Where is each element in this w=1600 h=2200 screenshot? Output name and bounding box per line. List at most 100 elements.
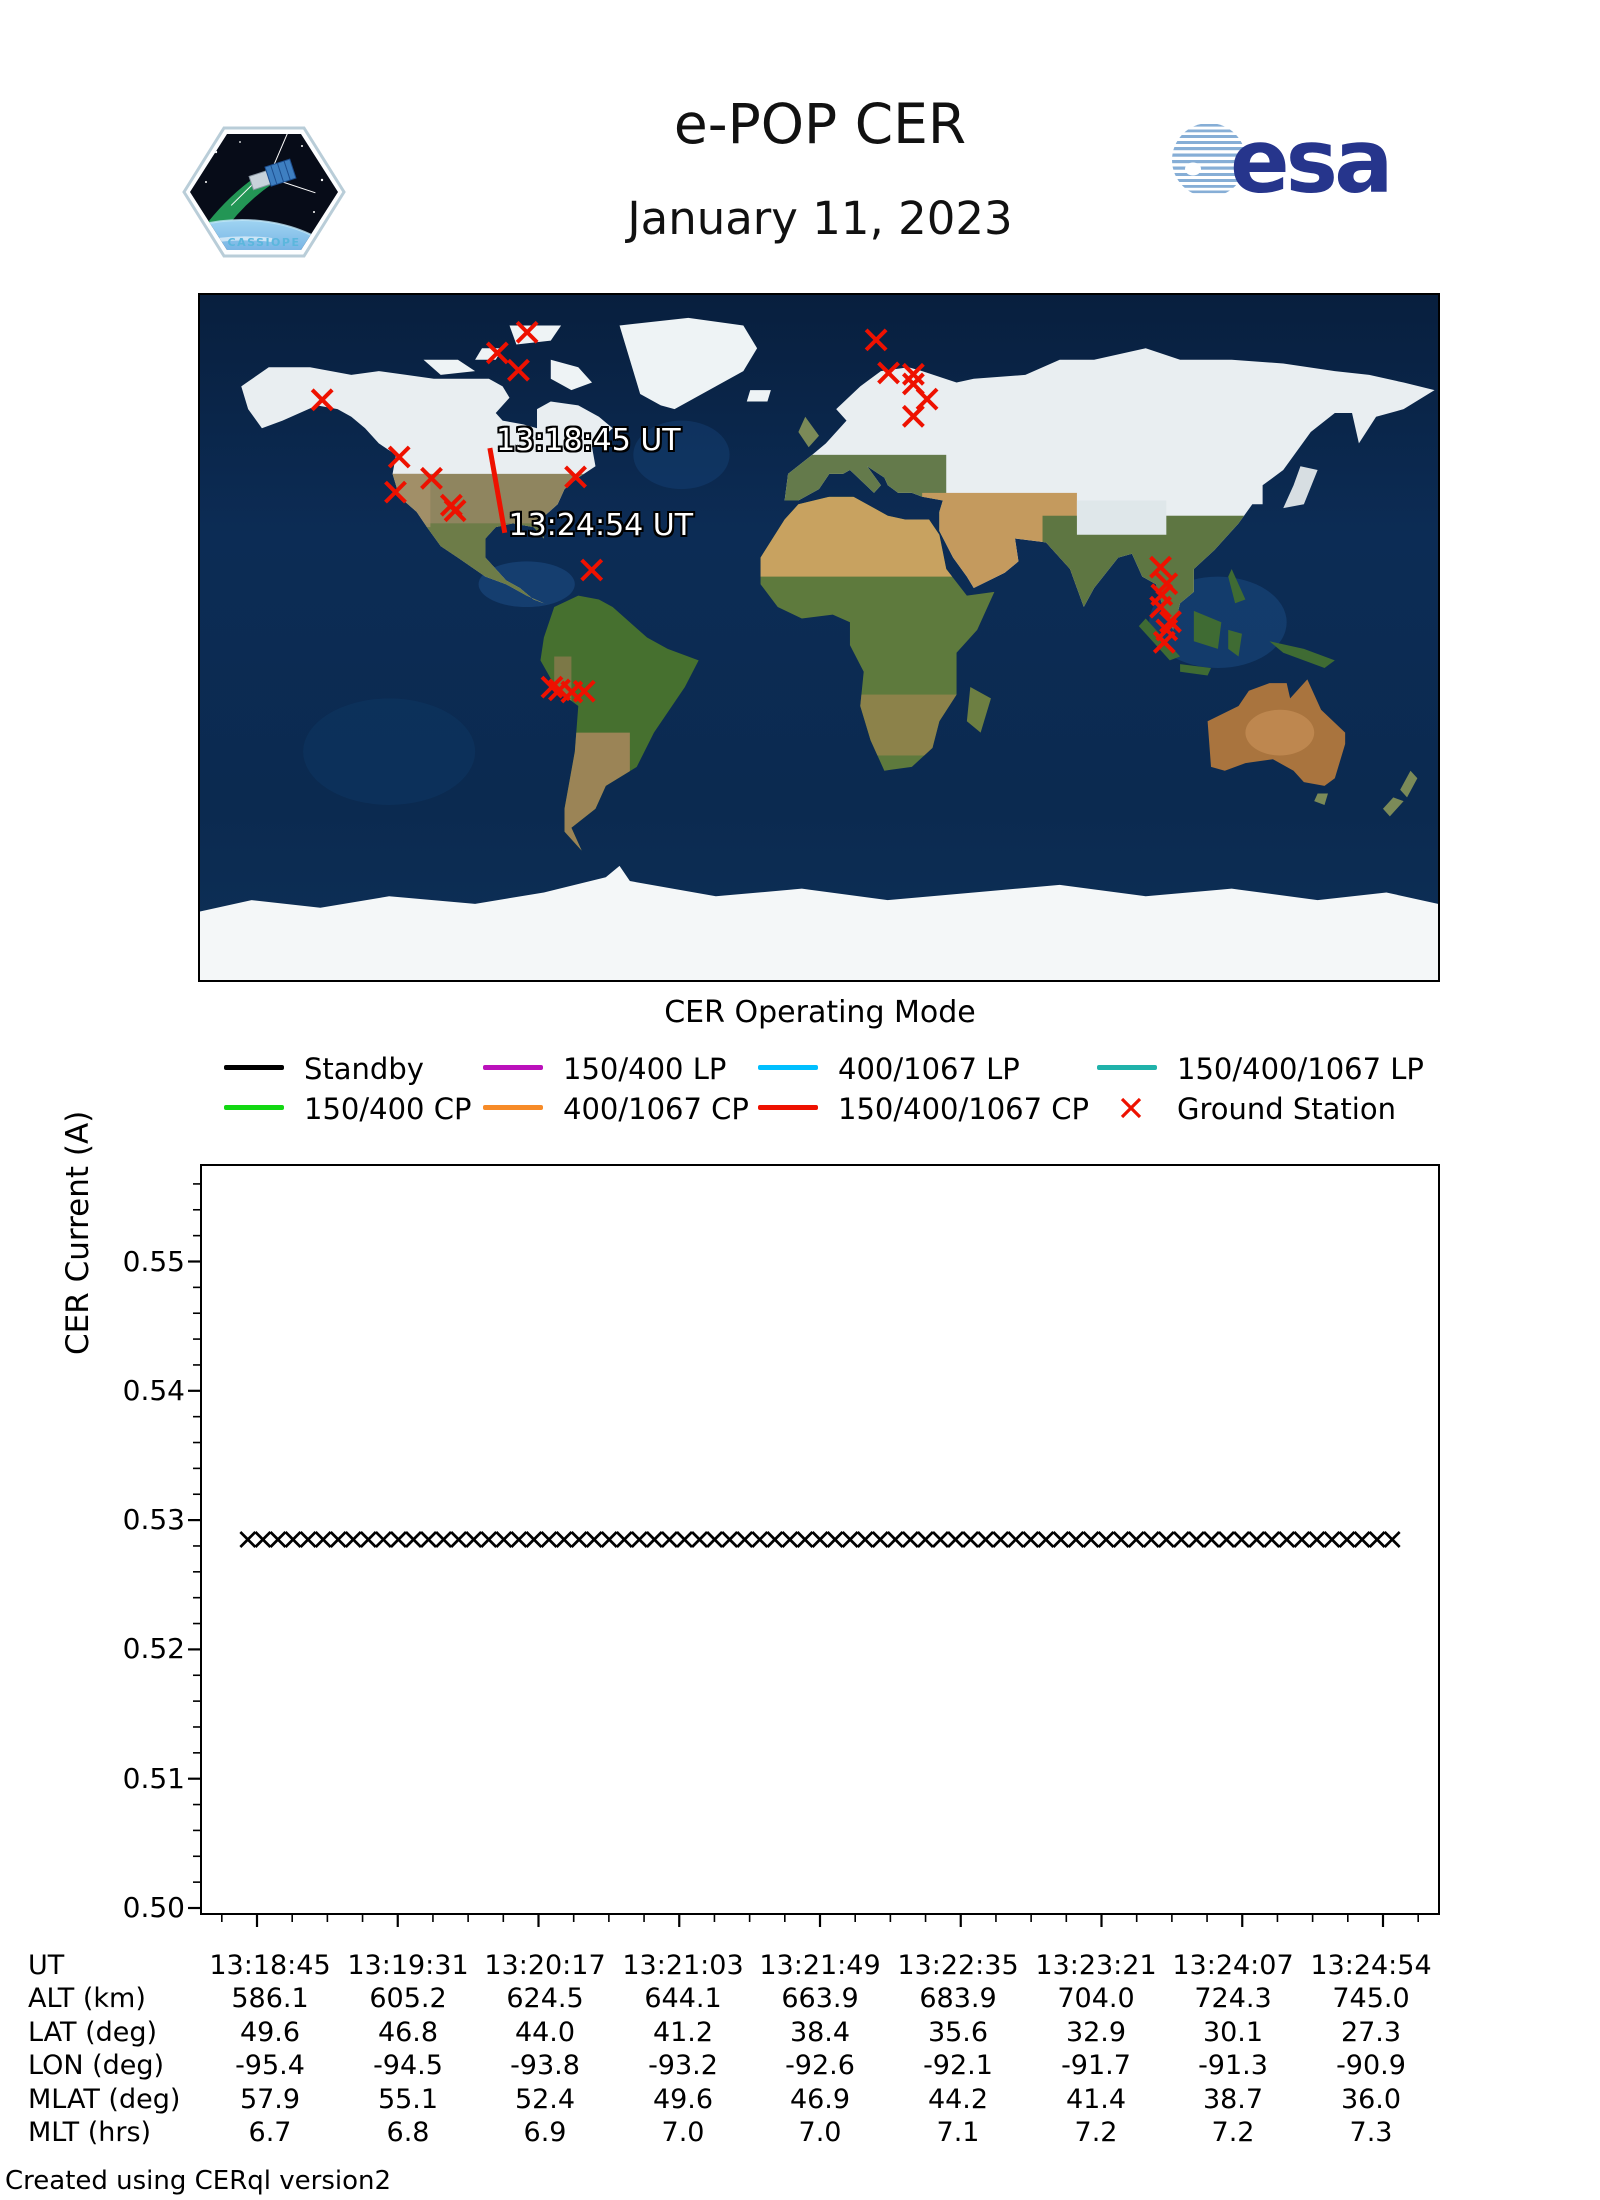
- table-cell: 683.9: [919, 1983, 997, 2014]
- table-cell: 6.9: [523, 2117, 567, 2148]
- map-antarctica: [200, 865, 1438, 980]
- table-row-alt: ALT (km) 586.1 605.2 624.5 644.1 663.9 683.9 7…: [0, 1983, 1600, 2016]
- table-cell: 38.7: [1202, 2084, 1264, 2115]
- esa-logo-graphic: esa: [1172, 110, 1393, 213]
- table-row-label: MLT (hrs): [28, 2117, 152, 2148]
- y-tick-label: 0.55: [122, 1244, 185, 1278]
- table-cell: 7.3: [1349, 2117, 1393, 2148]
- legend-entry-label: 150/400 CP: [304, 1092, 472, 1126]
- table-cell: 13:22:35: [897, 1950, 1019, 1981]
- y-axis-label: CER Current (A): [60, 1110, 96, 1355]
- y-tick-label: 0.52: [122, 1632, 185, 1666]
- table-cell: 624.5: [506, 1983, 584, 2014]
- table-row-ut: UT 13:18:45 13:19:31 13:20:17 13:21:03 13:21…: [0, 1950, 1600, 1983]
- legend-line-swatch: [758, 1065, 818, 1070]
- table-cell: 13:24:07: [1172, 1950, 1294, 1981]
- table-cell: 41.4: [1065, 2084, 1127, 2115]
- map-iceland: [746, 390, 771, 402]
- legend-entry-label: 400/1067 CP: [563, 1092, 749, 1126]
- y-tick-label: 0.53: [122, 1503, 185, 1537]
- table-cell: 13:18:45: [209, 1950, 331, 1981]
- table-cell: 7.2: [1211, 2117, 1255, 2148]
- table-cell: 27.3: [1340, 2017, 1402, 2048]
- table-cell: 13:21:03: [622, 1950, 744, 1981]
- table-cell: 38.4: [789, 2017, 851, 2048]
- table-cell: -93.8: [510, 2050, 580, 2081]
- table-row-label: LAT (deg): [28, 2017, 158, 2048]
- table-cell: -94.5: [373, 2050, 443, 2081]
- page-title: e-POP CER: [673, 92, 967, 156]
- legend-line-swatch: [758, 1105, 818, 1110]
- table-cell: 7.1: [936, 2117, 980, 2148]
- table-cell: 49.6: [239, 2017, 301, 2048]
- table-cell: -91.7: [1061, 2050, 1131, 2081]
- y-tick-label: 0.51: [122, 1761, 185, 1795]
- table-cell: 49.6: [652, 2084, 714, 2115]
- map-japan: [1283, 466, 1318, 509]
- legend-entry-label: 400/1067 LP: [838, 1052, 1020, 1086]
- table-cell: 35.6: [927, 2017, 989, 2048]
- table-cell: 13:20:17: [484, 1950, 606, 1981]
- map-annotation-start-time: 13:18:45 UT: [496, 423, 681, 459]
- table-row-label: ALT (km): [28, 1983, 146, 2014]
- map-greenland: [619, 317, 758, 410]
- table-cell: 57.9: [239, 2084, 301, 2115]
- y-tick-label: 0.54: [122, 1373, 185, 1407]
- legend-line-swatch: [483, 1065, 543, 1070]
- table-cell: 44.0: [514, 2017, 576, 2048]
- table-cell: -93.2: [648, 2050, 718, 2081]
- legend-line-swatch: [224, 1065, 284, 1070]
- table-row-lat: LAT (deg) 49.6 46.8 44.0 41.2 38.4 35.6 32.9 30…: [0, 2017, 1600, 2050]
- y-tick-label: 0.50: [122, 1891, 185, 1924]
- table-cell: 7.0: [661, 2117, 705, 2148]
- legend-entry-label: 150/400/1067 LP: [1177, 1052, 1424, 1086]
- table-row-mlt: MLT (hrs) 6.7 6.8 6.9 7.0 7.0 7.1 7.2 7.2 7.3: [0, 2117, 1600, 2150]
- table-cell: 30.1: [1202, 2017, 1264, 2048]
- legend-line-swatch: [483, 1105, 543, 1110]
- table-cell: -91.3: [1198, 2050, 1268, 2081]
- table-row-label: LON (deg): [28, 2050, 165, 2081]
- table-cell: 13:23:21: [1035, 1950, 1157, 1981]
- table-cell: 724.3: [1194, 1983, 1272, 2014]
- map-annotation-end-time: 13:24:54 UT: [508, 507, 694, 543]
- table-cell: 605.2: [369, 1983, 447, 2014]
- esa-globe-dot: [1185, 162, 1201, 176]
- table-cell: 644.1: [644, 1983, 722, 2014]
- esa-logo: esa: [1168, 110, 1428, 213]
- cassiope-patch-label: CASSIOPE: [228, 236, 301, 249]
- table-cell: -92.1: [923, 2050, 993, 2081]
- table-cell: 704.0: [1057, 1983, 1135, 2014]
- cassiope-patch-graphic: CASSIOPE: [182, 126, 346, 258]
- legend-entry-label: Standby: [304, 1052, 424, 1086]
- table-row-label: UT: [28, 1950, 65, 1981]
- cer-current-plot: [200, 1164, 1440, 1915]
- table-row-label: MLAT (deg): [28, 2084, 181, 2115]
- table-cell: 7.0: [798, 2117, 842, 2148]
- table-row-lon: LON (deg) -95.4 -94.5 -93.8 -93.2 -92.6 -92.1…: [0, 2050, 1600, 2083]
- table-cell: 13:21:49: [759, 1950, 881, 1981]
- table-cell: 6.7: [248, 2117, 292, 2148]
- legend-ground-station-marker-icon: [1120, 1097, 1142, 1119]
- table-cell: 41.2: [652, 2017, 714, 2048]
- table-cell: -90.9: [1336, 2050, 1406, 2081]
- legend-line-swatch: [224, 1105, 284, 1110]
- world-map-graphic: [200, 295, 1438, 980]
- table-cell: 13:24:54: [1310, 1950, 1432, 1981]
- table-cell: 44.2: [927, 2084, 989, 2115]
- table-cell: 745.0: [1332, 1983, 1410, 2014]
- footer-credit: Created using CERql version2: [5, 2166, 392, 2196]
- map-se-asia-islands: [1138, 569, 1335, 676]
- table-cell: 46.8: [377, 2017, 439, 2048]
- world-map: [198, 293, 1440, 982]
- table-cell: 55.1: [377, 2084, 439, 2115]
- table-cell: 6.8: [386, 2117, 430, 2148]
- legend-entry-label: 150/400 LP: [563, 1052, 727, 1086]
- map-australia: [1207, 679, 1418, 817]
- legend-ground-station-marker-icon: [1120, 1097, 1142, 1119]
- table-cell: 46.9: [789, 2084, 851, 2115]
- table-cell: 663.9: [781, 1983, 859, 2014]
- table-cell: 32.9: [1065, 2017, 1127, 2048]
- legend-line-swatch: [1097, 1065, 1157, 1070]
- table-cell: -95.4: [235, 2050, 305, 2081]
